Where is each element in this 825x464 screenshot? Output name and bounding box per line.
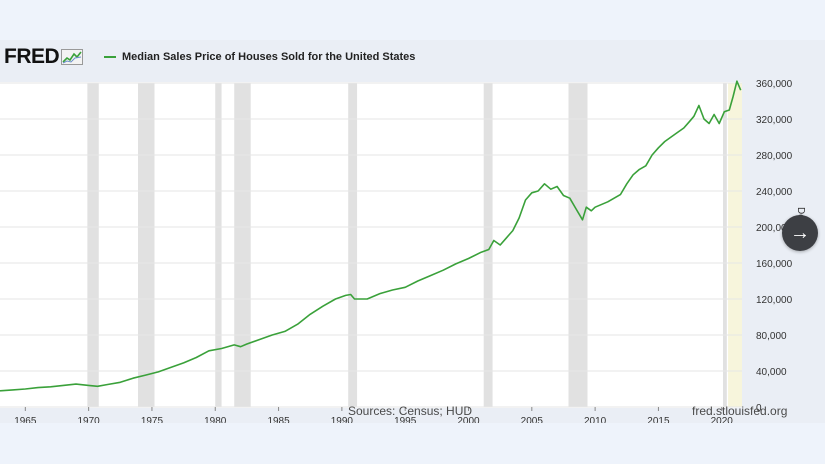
series-lines <box>0 80 742 392</box>
recession-band <box>568 83 588 407</box>
y-tick-label: 320,000 <box>756 115 793 126</box>
x-tick-label: 1975 <box>141 416 164 423</box>
y-tick-label: 240,000 <box>756 187 793 198</box>
y-tick-label: 120,000 <box>756 295 793 306</box>
chart-card: FRED Median Sales Price of Houses Sold f… <box>0 40 825 423</box>
y-tick-label: 280,000 <box>756 151 793 162</box>
x-tick-label: 1980 <box>204 416 227 423</box>
y-tick-label: 200,000 <box>756 223 793 234</box>
x-tick-label: 1965 <box>14 416 37 423</box>
x-tick-label: 1970 <box>78 416 101 423</box>
recession-bands <box>87 83 727 407</box>
legend-label: Median Sales Price of Houses Sold for th… <box>122 51 416 63</box>
grid-lines <box>0 82 742 408</box>
legend-line-swatch <box>104 56 116 58</box>
fred-chart-icon <box>61 49 84 65</box>
sources-text: Sources: Census; HUD <box>348 404 473 418</box>
series-line <box>0 80 742 392</box>
recent-period-highlight <box>728 83 742 407</box>
x-tick-label: 2015 <box>647 416 670 423</box>
recession-band <box>138 83 155 407</box>
plot-background <box>0 82 742 408</box>
x-tick-label: 1985 <box>267 416 290 423</box>
next-arrow-button[interactable]: → <box>782 215 818 251</box>
recession-band <box>723 83 727 407</box>
recession-band <box>234 83 251 407</box>
recession-band <box>483 83 493 407</box>
site-url[interactable]: fred.stlouisfed.org <box>692 404 788 418</box>
fred-logo[interactable]: FRED <box>4 45 84 68</box>
arrow-right-icon: → <box>790 221 810 244</box>
y-tick-label: 160,000 <box>756 259 793 270</box>
y-tick-label: 360,000 <box>756 80 793 90</box>
x-tick-label: 2020 <box>711 416 734 423</box>
x-tick-label: 2010 <box>584 416 607 423</box>
recession-band <box>348 83 358 407</box>
recession-band <box>215 83 222 407</box>
logo-text: FRED <box>4 45 60 68</box>
y-axis-ticks: 0 40,000 80,000 120,000 160,000 200,000 240,00… <box>756 80 793 414</box>
y-tick-label: 40,000 <box>756 367 787 378</box>
recession-band <box>87 83 99 407</box>
chart-legend: Median Sales Price of Houses Sold for th… <box>104 51 415 63</box>
x-axis-ticks: 1965 1970 1975 1980 1985 1990 1995 2000 2005 2010… <box>14 407 733 423</box>
y-tick-label: 0 <box>756 403 762 414</box>
x-tick-label: 2005 <box>521 416 544 423</box>
y-tick-label: 80,000 <box>756 331 787 342</box>
x-tick-label: 1995 <box>394 416 417 423</box>
highlight-band <box>728 83 742 407</box>
chart-svg: 0 40,000 80,000 120,000 160,000 200,000 240,00… <box>0 80 793 423</box>
x-tick-label: 1990 <box>331 416 354 423</box>
x-tick-label: 2000 <box>457 416 480 423</box>
